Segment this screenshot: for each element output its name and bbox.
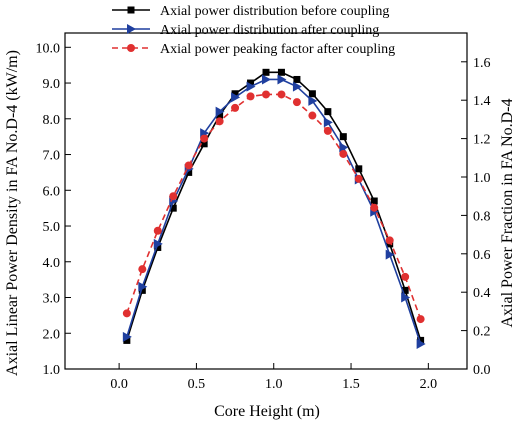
y-right-tick-label: 0.0 [473, 363, 491, 378]
data-point [308, 90, 316, 98]
data-point [246, 81, 256, 92]
data-point [323, 126, 332, 135]
legend-entry: Axial power peaking factor after couplin… [112, 42, 395, 57]
y-left-tick-label: 2.0 [43, 327, 61, 342]
data-point [277, 74, 287, 85]
y-left-tick-label: 6.0 [43, 184, 61, 199]
x-tick-label: 0.5 [188, 377, 206, 392]
series-line [126, 93, 422, 320]
y-left-tick-label: 3.0 [43, 292, 61, 307]
legend-marker [127, 24, 136, 34]
legend-marker [127, 44, 135, 52]
y-right-tick-label: 1.2 [473, 133, 491, 148]
y-left-tick-label: 9.0 [43, 77, 61, 92]
data-point [169, 204, 177, 212]
data-point [354, 174, 363, 183]
legend-label: Axial power distribution before coupling [160, 4, 389, 19]
data-point [370, 197, 378, 205]
data-point [339, 142, 349, 153]
data-point [231, 90, 239, 98]
data-point [308, 111, 317, 120]
data-point [184, 161, 193, 170]
data-point [169, 192, 178, 201]
data-point [215, 117, 224, 126]
data-point [262, 68, 270, 76]
data-point [293, 75, 301, 83]
x-axis-title: Core Height (m) [214, 403, 320, 420]
data-point [385, 249, 395, 260]
data-point [416, 338, 426, 349]
x-tick-label: 2.0 [420, 377, 438, 392]
data-point [277, 90, 286, 99]
x-tick-label: 0.0 [110, 377, 128, 392]
data-point [247, 79, 255, 87]
plot-frame [64, 32, 468, 370]
y-left-tick-label: 7.0 [43, 149, 61, 164]
x-tick-label: 1.0 [265, 377, 283, 392]
plot-frame-group [64, 32, 468, 370]
data-point [323, 117, 333, 128]
data-point [122, 309, 131, 318]
series-2 [122, 74, 426, 349]
data-point [122, 331, 132, 342]
legend-entry: Axial power distribution before coupling [112, 4, 389, 19]
x-tick-label: 1.5 [342, 377, 360, 392]
data-point [231, 92, 241, 103]
data-point [153, 238, 163, 249]
y-left-tick-label: 1.0 [43, 363, 61, 378]
data-point [123, 336, 131, 344]
data-point [185, 168, 193, 176]
legend-entry: Axial power distribution after coupling [112, 23, 379, 38]
y-right-tick-label: 0.6 [473, 248, 491, 263]
y-right-tick-label: 1.6 [473, 56, 491, 71]
data-point [339, 149, 348, 158]
data-point [401, 272, 410, 281]
data-point [262, 90, 270, 99]
data-point [385, 236, 394, 245]
data-point [138, 265, 147, 274]
data-point [416, 315, 425, 324]
data-point [355, 165, 363, 173]
legend-label: Axial power peaking factor after couplin… [160, 42, 395, 57]
series-3 [122, 90, 425, 324]
data-point [292, 81, 302, 92]
data-point [308, 95, 318, 106]
y-right-tick-label: 1.4 [473, 94, 491, 109]
data-point [370, 203, 379, 212]
y-left-tick-label: 10.0 [36, 41, 61, 56]
data-point [277, 68, 285, 76]
data-point [339, 133, 347, 141]
data-point [401, 286, 409, 294]
y-left-tick-label: 5.0 [43, 220, 61, 235]
series-group [122, 68, 426, 349]
data-point [417, 336, 425, 344]
data-point [292, 98, 301, 107]
y-left-tick-label: 4.0 [43, 256, 61, 271]
y-right-tick-label: 0.8 [473, 209, 491, 224]
y-right-tick-label: 1.0 [473, 171, 491, 186]
y-left-axis-title: Axial Linear Power Density in FA No.D-4 … [4, 50, 21, 376]
data-point [246, 92, 255, 101]
y-right-axis-title: Axial Power Fraction in FA No.D-4 [499, 98, 516, 327]
legend-marker [127, 6, 135, 14]
data-point [215, 106, 225, 117]
data-point [138, 286, 146, 294]
data-point [262, 74, 271, 85]
legend-label: Axial power distribution after coupling [160, 23, 379, 38]
y-right-tick-label: 0.2 [473, 325, 491, 340]
y-right-tick-label: 0.4 [473, 286, 491, 301]
data-point [153, 226, 162, 235]
legend-group: Axial power distribution before coupling… [112, 4, 395, 57]
data-point [154, 243, 162, 251]
data-point [401, 292, 411, 303]
y-left-tick-label: 8.0 [43, 113, 61, 128]
data-point [200, 140, 208, 148]
data-point [324, 108, 332, 116]
data-point [138, 281, 148, 292]
data-point [216, 111, 224, 119]
data-point [200, 134, 209, 143]
data-point [231, 103, 240, 112]
ticks-group: 0.0 0.5 1.0 1.5 2.0 1.0 2.0 3.0 4.0 5.0 6.0 7.0 8.0 9… [36, 41, 491, 392]
